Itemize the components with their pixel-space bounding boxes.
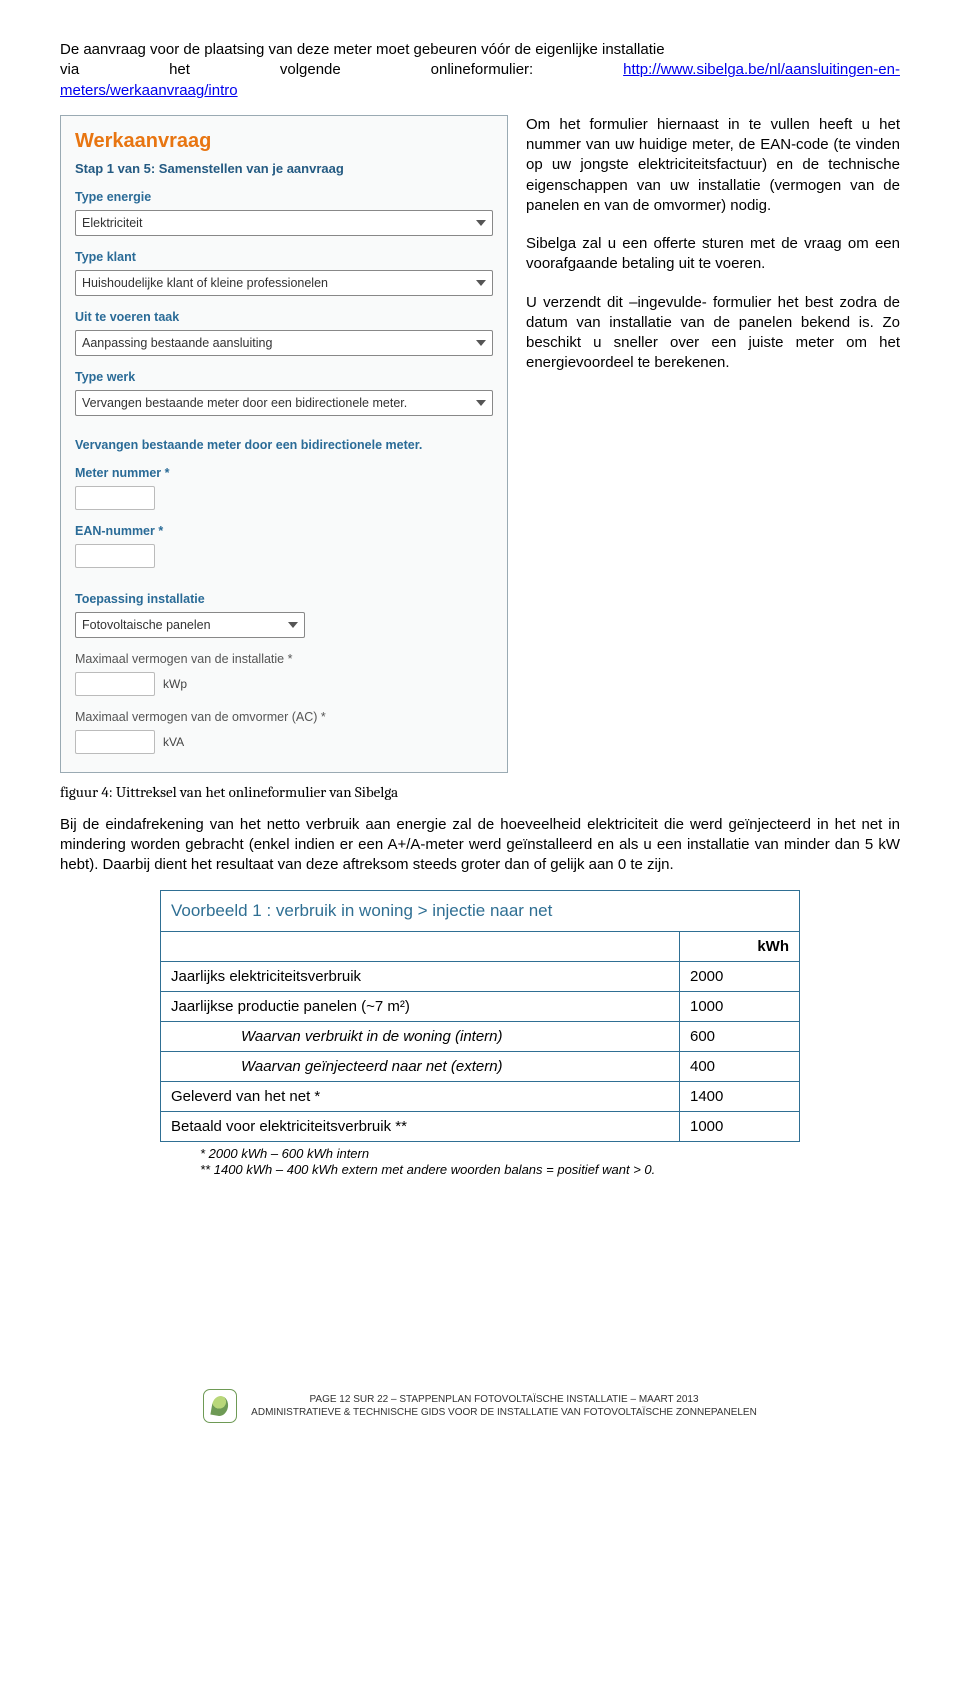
table-row: Waarvan verbruikt in de woning (intern)6…	[161, 1021, 800, 1051]
table-cell-value: 1000	[680, 991, 800, 1021]
select-value: Elektriciteit	[82, 216, 142, 230]
side-p1: Om het formulier hiernaast in te vullen …	[526, 115, 900, 216]
select-type-werk[interactable]: Vervangen bestaande meter door een bidir…	[75, 390, 493, 416]
label-toepassing: Toepassing installatie	[75, 592, 493, 606]
table-cell-label: Waarvan verbruikt in de woning (intern)	[161, 1021, 680, 1051]
select-value: Fotovoltaische panelen	[82, 618, 211, 632]
table-row: Waarvan geïnjecteerd naar net (extern)40…	[161, 1051, 800, 1081]
footer-line2: ADMINISTRATIEVE & TECHNISCHE GIDS VOOR D…	[251, 1406, 757, 1419]
intro-word: volgende	[280, 60, 341, 80]
chevron-down-icon	[476, 280, 486, 286]
intro-word: onlineformulier:	[431, 60, 534, 80]
figure-caption: figuur 4: Uittreksel van het onlineformu…	[60, 783, 900, 801]
intro-line1: De aanvraag voor de plaatsing van deze m…	[60, 40, 900, 60]
select-type-klant[interactable]: Huishoudelijke klant of kleine professio…	[75, 270, 493, 296]
label-type-energie: Type energie	[75, 190, 493, 204]
chevron-down-icon	[288, 622, 298, 628]
label-meter-nummer: Meter nummer *	[75, 466, 493, 480]
input-max-installatie[interactable]	[75, 672, 155, 696]
chevron-down-icon	[476, 400, 486, 406]
table-row: Betaald voor elektriciteitsverbruik **10…	[161, 1111, 800, 1141]
intro-line2: via het volgende onlineformulier: http:/…	[60, 60, 900, 80]
footnote-2: ** 1400 kWh – 400 kWh extern met andere …	[200, 1162, 800, 1179]
table-cell-label: Geleverd van het net *	[161, 1081, 680, 1111]
form-title: Werkaanvraag	[75, 130, 493, 153]
page-footer: PAGE 12 SUR 22 – STAPPENPLAN FOTOVOLTAÏS…	[60, 1389, 900, 1423]
footer-line1: PAGE 12 SUR 22 – STAPPENPLAN FOTOVOLTAÏS…	[251, 1393, 757, 1406]
side-p2: Sibelga zal u een offerte sturen met de …	[526, 234, 900, 275]
table-title: Voorbeeld 1 : verbruik in woning > injec…	[161, 890, 800, 931]
intro-link-continued[interactable]: meters/werkaanvraag/intro	[60, 82, 238, 99]
chevron-down-icon	[476, 220, 486, 226]
side-p3: U verzendt dit –ingevulde- formulier het…	[526, 293, 900, 374]
footnote-1: * 2000 kWh – 600 kWh intern	[200, 1146, 800, 1163]
intro-paragraph: De aanvraag voor de plaatsing van deze m…	[60, 40, 900, 101]
label-max-installatie: Maximaal vermogen van de installatie *	[75, 652, 493, 666]
side-text: Om het formulier hiernaast in te vullen …	[526, 115, 900, 392]
intro-word: via	[60, 60, 79, 80]
paragraph-eindafrekening: Bij de eindafrekening van het netto verb…	[60, 815, 900, 876]
table-row: Jaarlijks elektriciteitsverbruik2000	[161, 961, 800, 991]
input-meter-nummer[interactable]	[75, 486, 155, 510]
select-value: Huishoudelijke klant of kleine professio…	[82, 276, 328, 290]
label-type-klant: Type klant	[75, 250, 493, 264]
table-cell-label: Betaald voor elektriciteitsverbruik **	[161, 1111, 680, 1141]
repeated-type-werk: Vervangen bestaande meter door een bidir…	[75, 438, 493, 452]
logo-icon	[203, 1389, 237, 1423]
select-toepassing[interactable]: Fotovoltaische panelen	[75, 612, 305, 638]
label-max-omvormer: Maximaal vermogen van de omvormer (AC) *	[75, 710, 493, 724]
table-cell-label: Jaarlijks elektriciteitsverbruik	[161, 961, 680, 991]
table-cell-value: 2000	[680, 961, 800, 991]
intro-link[interactable]: http://www.sibelga.be/nl/aansluitingen-e…	[623, 60, 900, 80]
select-value: Aanpassing bestaande aansluiting	[82, 336, 272, 350]
table-cell-label: Jaarlijkse productie panelen (~7 m²)	[161, 991, 680, 1021]
example-table: Voorbeeld 1 : verbruik in woning > injec…	[160, 890, 800, 1142]
table-cell-value: 400	[680, 1051, 800, 1081]
table-cell-value: 1400	[680, 1081, 800, 1111]
input-ean[interactable]	[75, 544, 155, 568]
form-step: Stap 1 van 5: Samenstellen van je aanvra…	[75, 161, 493, 176]
form-screenshot: Werkaanvraag Stap 1 van 5: Samenstellen …	[60, 115, 508, 773]
select-value: Vervangen bestaande meter door een bidir…	[82, 396, 407, 410]
select-type-energie[interactable]: Elektriciteit	[75, 210, 493, 236]
table-cell-label: Waarvan geïnjecteerd naar net (extern)	[161, 1051, 680, 1081]
label-type-werk: Type werk	[75, 370, 493, 384]
chevron-down-icon	[476, 340, 486, 346]
table-cell-value: 600	[680, 1021, 800, 1051]
intro-word: het	[169, 60, 190, 80]
select-taak[interactable]: Aanpassing bestaande aansluiting	[75, 330, 493, 356]
input-max-omvormer[interactable]	[75, 730, 155, 754]
table-row: Geleverd van het net *1400	[161, 1081, 800, 1111]
table-row: Jaarlijkse productie panelen (~7 m²)1000	[161, 991, 800, 1021]
unit-kva: kVA	[163, 735, 184, 749]
label-ean: EAN-nummer *	[75, 524, 493, 538]
table-unit: kWh	[680, 931, 800, 961]
table-footnotes: * 2000 kWh – 600 kWh intern ** 1400 kWh …	[160, 1146, 800, 1180]
unit-kwp: kWp	[163, 677, 187, 691]
table-cell-value: 1000	[680, 1111, 800, 1141]
label-taak: Uit te voeren taak	[75, 310, 493, 324]
